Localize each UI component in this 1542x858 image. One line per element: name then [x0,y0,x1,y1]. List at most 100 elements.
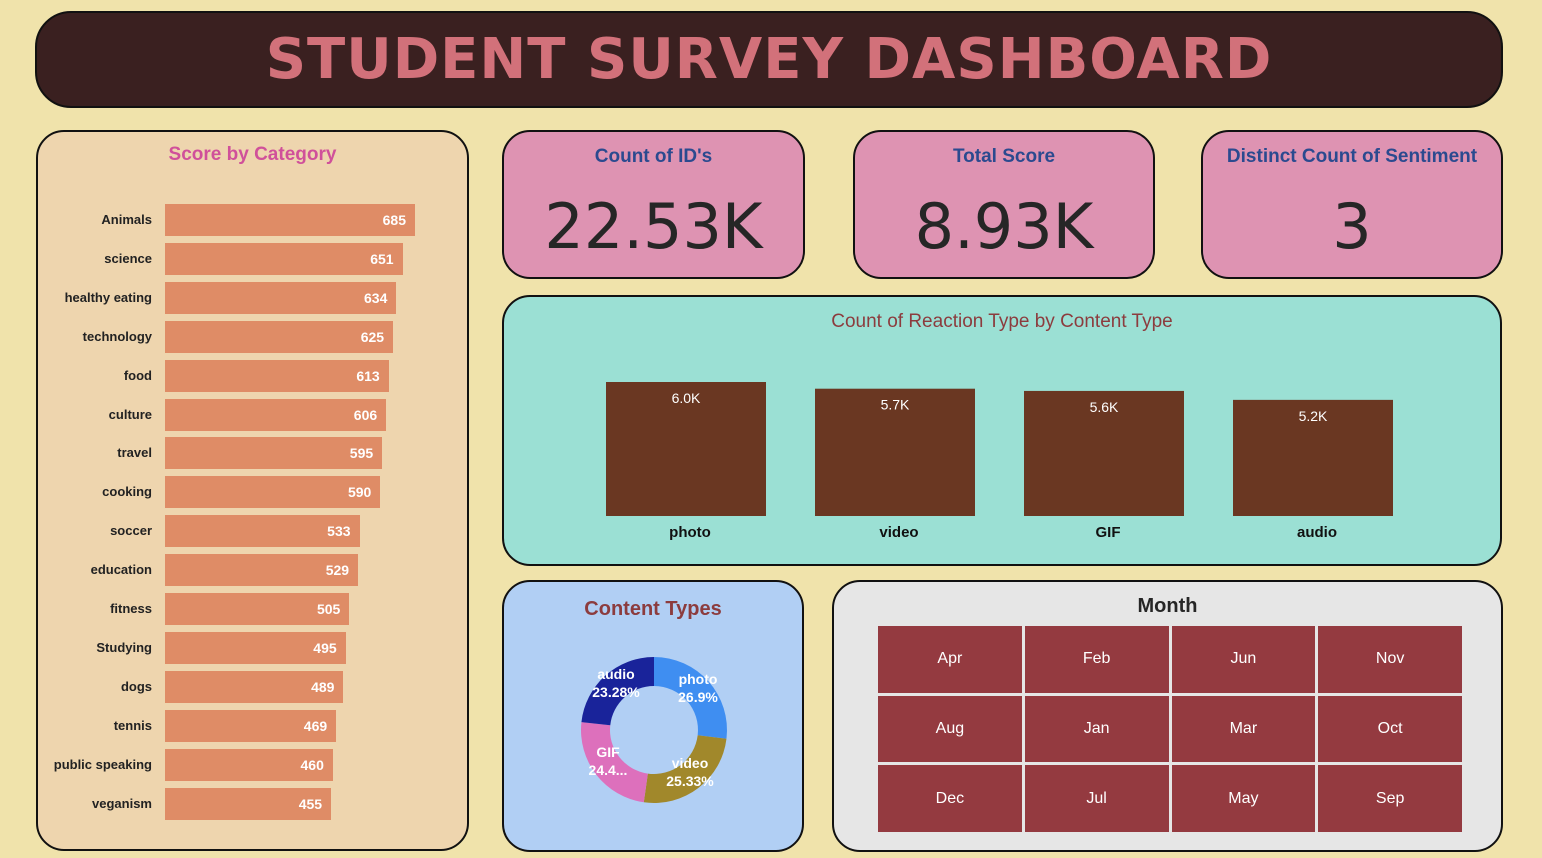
category-row: dogs 489 [38,670,467,703]
donut-slice-percent-label: 23.28% [592,684,640,700]
donut-slice-name-label: GIF [596,744,620,760]
month-button-feb[interactable]: Feb [1024,626,1169,693]
kpi-card-total-score: Total Score 8.93K [853,130,1155,279]
month-button-apr[interactable]: Apr [878,626,1022,693]
month-button-aug[interactable]: Aug [878,695,1022,763]
month-button-may[interactable]: May [1171,765,1316,832]
category-label: technology [82,328,152,344]
month-button-jul[interactable]: Jul [1024,765,1169,832]
category-row: soccer 533 [38,515,467,548]
category-bar[interactable]: 595 [165,437,383,470]
reaction-category-label: audio [1297,524,1337,541]
kpi-card-count-ids: Count of ID's 22.53K [502,130,805,279]
category-row: food 613 [38,359,467,392]
category-bar[interactable]: 651 [165,242,403,275]
category-value-label: 489 [311,678,335,695]
kpi-label: Count of ID's [594,146,713,167]
category-label: Animals [101,212,152,227]
category-row: technology 625 [38,320,467,353]
kpi-value: 22.53K [544,190,763,263]
month-button-sep[interactable]: Sep [1318,765,1462,832]
reaction-bar-chart: 6.0K photo 5.7K video 5.6K GIF 5.2K audio [606,382,1393,541]
category-bar[interactable]: 533 [165,515,360,548]
reaction-data-label: 6.0K [672,390,701,406]
reaction-data-label: 5.2K [1299,408,1328,424]
category-row: Studying 495 [38,631,467,664]
donut-slice-gif[interactable] [581,722,648,803]
category-value-label: 651 [370,250,394,267]
category-label: food [123,367,152,383]
category-bar[interactable]: 505 [165,593,350,625]
category-label: dogs [120,678,152,694]
category-value-label: 533 [327,523,351,540]
reaction-chart-panel: Count of Reaction Type by Content Type 6… [502,295,1502,566]
category-bar[interactable]: 625 [165,320,394,353]
category-row: public speaking 460 [38,748,467,781]
reaction-bar-gif[interactable] [1024,390,1184,516]
category-value-label: 505 [316,601,341,617]
category-value-label: 529 [325,562,350,579]
score-by-category-title: Score by Category [168,144,337,165]
category-bar[interactable]: 529 [165,554,359,587]
category-label: veganism [92,795,152,811]
kpi-card-distinct-sentiment: Distinct Count of Sentiment 3 [1201,130,1503,279]
donut-slice-percent-label: 24.4... [589,762,628,778]
month-slicer-title: Month [1137,595,1198,617]
dashboard-title: STUDENT SURVEY DASHBOARD [265,27,1273,92]
category-bar[interactable]: 685 [165,204,415,236]
donut-slice-photo[interactable] [654,657,727,739]
month-button-mar[interactable]: Mar [1171,695,1316,763]
category-row: tennis 469 [38,709,467,742]
kpi-label: Total Score [952,146,1056,167]
month-slicer-panel: Month Apr Feb Jun Nov Aug Jan Mar Oct Dec Jul May S… [832,580,1503,852]
donut-slice-percent-label: 26.9% [678,689,718,705]
category-label: culture [108,406,152,422]
reaction-category-label: video [879,524,918,541]
month-button-nov[interactable]: Nov [1318,626,1462,693]
category-row: cooking 590 [38,476,467,509]
category-bar[interactable]: 495 [165,631,346,664]
month-button-jan[interactable]: Jan [1024,695,1169,763]
category-bar[interactable]: 634 [165,281,397,314]
reaction-category-label: GIF [1096,524,1121,541]
category-value-label: 590 [347,484,372,501]
category-bar[interactable]: 455 [165,787,332,820]
reaction-bar-audio[interactable] [1233,399,1393,516]
kpi-label: Distinct Count of Sentiment [1226,146,1478,167]
category-row: veganism 455 [38,787,467,820]
category-bar[interactable]: 606 [165,398,387,431]
month-button-jun[interactable]: Jun [1171,626,1316,693]
category-bar[interactable]: 489 [165,670,344,703]
donut-slice-name-label: audio [597,666,634,682]
category-row: culture 606 [38,398,467,431]
dashboard-header: STUDENT SURVEY DASHBOARD [35,11,1503,108]
category-bar[interactable]: 460 [165,748,333,781]
score-by-category-panel: Score by Category Animals 685 science 651 he… [36,130,469,851]
category-bar[interactable]: 469 [165,709,337,742]
category-row: healthy eating 634 [38,281,467,314]
category-value-label: 595 [349,445,374,462]
donut-slice-name-label: video [672,755,709,771]
category-value-label: 634 [364,289,388,306]
donut-slice-audio[interactable] [581,657,654,726]
category-row: science 651 [38,242,467,275]
category-label: soccer [110,523,152,539]
category-row: travel 595 [38,437,467,470]
category-label: travel [117,445,152,461]
category-value-label: 495 [313,639,337,656]
donut-slice-name-label: photo [679,671,718,687]
reaction-bar-photo[interactable] [606,382,766,516]
content-types-title: Content Types [584,598,722,620]
category-row: fitness 505 [38,593,467,625]
reaction-bar-video[interactable] [815,388,975,516]
reaction-chart-title: Count of Reaction Type by Content Type [831,311,1173,332]
category-value-label: 625 [360,328,385,345]
category-row: Animals 685 [38,204,467,236]
donut-slice-video[interactable] [643,735,727,803]
month-button-oct[interactable]: Oct [1318,695,1462,763]
category-label: fitness [110,601,152,616]
category-value-label: 613 [356,367,380,384]
category-bar[interactable]: 590 [165,476,381,509]
month-button-dec[interactable]: Dec [878,765,1022,832]
category-bar[interactable]: 613 [165,359,389,392]
